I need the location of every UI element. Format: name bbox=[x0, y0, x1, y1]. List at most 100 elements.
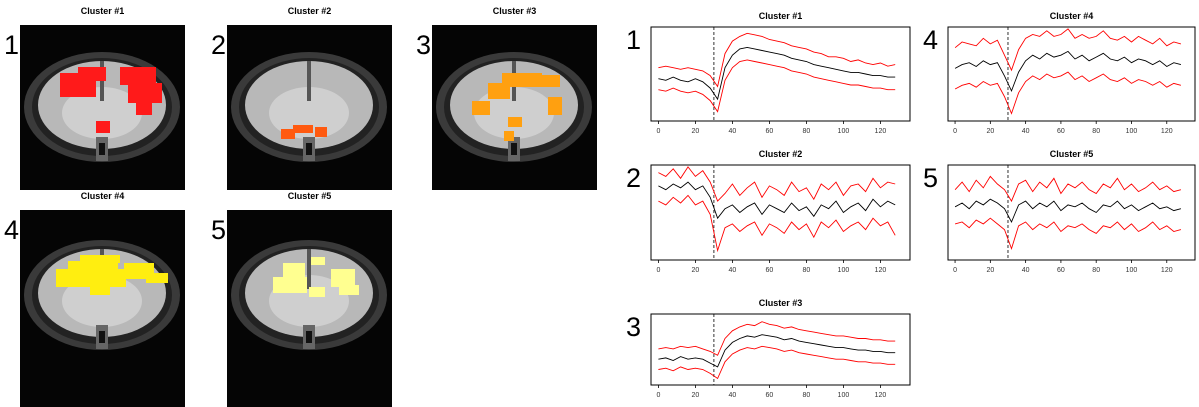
chart-title: Cluster #1 bbox=[759, 11, 803, 21]
cluster-region bbox=[90, 285, 110, 295]
plot-frame bbox=[947, 26, 1196, 122]
x-tick-label: 60 bbox=[766, 128, 774, 135]
x-tick-label: 0 bbox=[656, 392, 660, 399]
series-line bbox=[954, 175, 1182, 203]
series-line bbox=[658, 194, 896, 253]
cluster-region bbox=[472, 101, 490, 115]
x-tick-label: 80 bbox=[1092, 267, 1100, 274]
x-tick-label: 100 bbox=[838, 392, 850, 399]
cluster-region bbox=[283, 263, 305, 277]
image-label: 5 bbox=[211, 215, 226, 245]
x-tick-label: 80 bbox=[803, 267, 811, 274]
cluster-region bbox=[508, 117, 522, 127]
ventricle-dark bbox=[511, 143, 517, 155]
series-line bbox=[658, 46, 896, 101]
cluster-region bbox=[339, 285, 359, 295]
cluster-region bbox=[128, 83, 162, 103]
cluster-region bbox=[309, 287, 325, 297]
x-tick-label: 80 bbox=[803, 392, 811, 399]
x-tick-label: 0 bbox=[656, 128, 660, 135]
plot-frame bbox=[650, 164, 911, 261]
x-tick-label: 60 bbox=[1057, 267, 1065, 274]
midline bbox=[307, 61, 311, 101]
x-tick-label: 120 bbox=[1161, 128, 1173, 135]
x-tick-label: 100 bbox=[838, 267, 850, 274]
brain-core bbox=[62, 87, 142, 139]
series-line bbox=[658, 345, 896, 380]
series-line bbox=[658, 321, 896, 356]
ventricle-dark bbox=[306, 143, 312, 155]
cluster-region bbox=[56, 269, 126, 287]
series-line bbox=[954, 28, 1182, 72]
brain-core bbox=[269, 87, 349, 139]
image-title: Cluster #2 bbox=[288, 6, 332, 16]
series-line bbox=[658, 32, 896, 88]
plot-frame bbox=[947, 164, 1196, 261]
series-line bbox=[658, 334, 896, 368]
cluster-region bbox=[315, 127, 327, 137]
panel-label: 2 bbox=[626, 163, 641, 193]
series-line bbox=[954, 71, 1182, 115]
x-tick-label: 20 bbox=[986, 267, 994, 274]
image-label: 1 bbox=[4, 30, 19, 60]
x-tick-label: 100 bbox=[838, 128, 850, 135]
cluster-region bbox=[80, 255, 120, 263]
cluster-region bbox=[96, 121, 110, 133]
panel-label: 5 bbox=[923, 163, 938, 193]
brain-image bbox=[432, 25, 597, 190]
brain-image bbox=[227, 210, 392, 407]
image-title: Cluster #5 bbox=[288, 191, 332, 201]
cluster-region bbox=[273, 277, 307, 293]
brain-core bbox=[62, 275, 142, 327]
cluster-region bbox=[331, 269, 355, 287]
ventricle-dark bbox=[99, 143, 105, 155]
brain-core bbox=[474, 87, 554, 139]
cluster-region bbox=[281, 129, 295, 139]
panel-label: 3 bbox=[626, 312, 641, 342]
x-tick-label: 0 bbox=[953, 128, 957, 135]
panel-label: 1 bbox=[626, 25, 641, 55]
image-label: 2 bbox=[211, 30, 226, 60]
x-tick-label: 120 bbox=[1161, 267, 1173, 274]
plot-frame bbox=[650, 313, 911, 386]
series-line bbox=[658, 59, 896, 113]
cluster-region bbox=[78, 67, 106, 81]
x-tick-label: 120 bbox=[875, 392, 887, 399]
image-title: Cluster #1 bbox=[81, 6, 125, 16]
chart-title: Cluster #4 bbox=[1050, 11, 1094, 21]
cluster-region bbox=[502, 73, 542, 87]
chart-title: Cluster #2 bbox=[759, 149, 803, 159]
x-tick-label: 0 bbox=[953, 267, 957, 274]
x-tick-label: 40 bbox=[729, 392, 737, 399]
chart-title: Cluster #5 bbox=[1050, 149, 1094, 159]
x-tick-label: 100 bbox=[1126, 128, 1138, 135]
series-line bbox=[954, 217, 1182, 250]
cluster-region bbox=[136, 99, 152, 115]
x-tick-label: 20 bbox=[986, 128, 994, 135]
chart-title: Cluster #3 bbox=[759, 298, 803, 308]
brain-image bbox=[20, 25, 185, 190]
x-tick-label: 120 bbox=[875, 267, 887, 274]
image-label: 4 bbox=[4, 215, 19, 245]
plot-frame bbox=[650, 26, 911, 122]
x-tick-label: 40 bbox=[729, 128, 737, 135]
x-tick-label: 60 bbox=[766, 267, 774, 274]
ventricle-dark bbox=[306, 331, 312, 343]
series-line bbox=[658, 181, 896, 220]
panel-label: 4 bbox=[923, 25, 938, 55]
cluster-region bbox=[536, 75, 560, 87]
x-tick-label: 60 bbox=[1057, 128, 1065, 135]
x-tick-label: 40 bbox=[1022, 267, 1030, 274]
cluster-region bbox=[146, 273, 168, 283]
ventricle-dark bbox=[99, 331, 105, 343]
x-tick-label: 20 bbox=[692, 128, 700, 135]
x-tick-label: 60 bbox=[766, 392, 774, 399]
x-tick-label: 40 bbox=[729, 267, 737, 274]
x-tick-label: 0 bbox=[656, 267, 660, 274]
cluster-region bbox=[293, 125, 313, 133]
series-line bbox=[954, 198, 1182, 224]
x-tick-label: 20 bbox=[692, 392, 700, 399]
x-tick-label: 80 bbox=[1092, 128, 1100, 135]
brain-image bbox=[227, 25, 392, 190]
cluster-region bbox=[120, 67, 156, 85]
